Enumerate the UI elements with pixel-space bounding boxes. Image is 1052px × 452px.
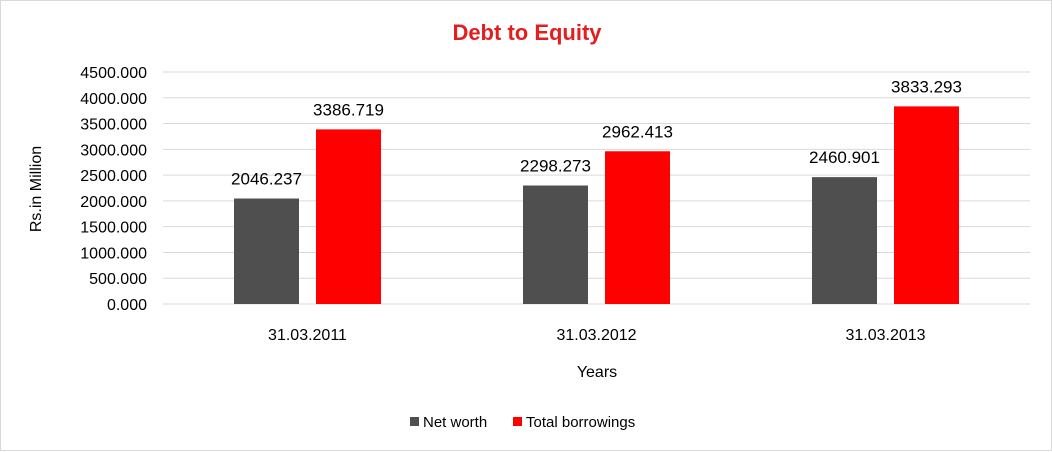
legend-label: Net worth (423, 414, 487, 431)
x-tick-label: 31.03.2012 (556, 327, 636, 344)
x-axis-label: Years (577, 364, 617, 381)
y-tick-label: 500.000 (89, 271, 147, 288)
bar-total-borrowings (894, 106, 959, 304)
bar-total-borrowings (316, 129, 381, 304)
y-tick-label: 4500.000 (80, 65, 147, 82)
data-label: 3386.719 (313, 100, 384, 119)
bars: 2046.237 3386.719 2298.273 2962.413 2460.901… (231, 77, 962, 304)
y-tick-label: 3000.000 (80, 142, 147, 159)
legend-swatch (410, 417, 419, 426)
x-axis-ticks: 31.03.2011 31.03.2012 31.03.2013 (268, 327, 926, 344)
legend: Net worth Total borrowings (410, 414, 635, 431)
y-tick-label: 0.000 (107, 297, 147, 314)
x-tick-label: 31.03.2011 (268, 327, 347, 344)
y-tick-label: 2000.000 (80, 194, 147, 211)
chart-title: Debt to Equity (452, 20, 602, 45)
bar-net-worth (812, 177, 877, 304)
data-label: 2962.413 (602, 122, 673, 141)
data-label: 2046.237 (231, 170, 302, 189)
y-tick-label: 1500.000 (80, 220, 147, 237)
legend-label: Total borrowings (526, 414, 635, 431)
x-tick-label: 31.03.2013 (845, 327, 925, 344)
y-axis-ticks: 0.000 500.000 1000.000 1500.000 2000.000 2500… (80, 65, 147, 314)
data-label: 2298.273 (520, 157, 591, 176)
gridlines (163, 71, 1030, 305)
y-tick-label: 4000.000 (80, 91, 147, 108)
bar-total-borrowings (605, 151, 670, 304)
y-tick-label: 2500.000 (80, 168, 147, 185)
bar-net-worth (523, 185, 588, 304)
data-label: 2460.901 (809, 148, 880, 167)
y-tick-label: 3500.000 (80, 117, 147, 134)
bar-net-worth (234, 198, 299, 304)
y-axis-label: Rs.in Million (28, 146, 45, 232)
legend-swatch (513, 417, 522, 426)
data-label: 3833.293 (891, 77, 962, 96)
y-tick-label: 1000.000 (80, 245, 147, 262)
